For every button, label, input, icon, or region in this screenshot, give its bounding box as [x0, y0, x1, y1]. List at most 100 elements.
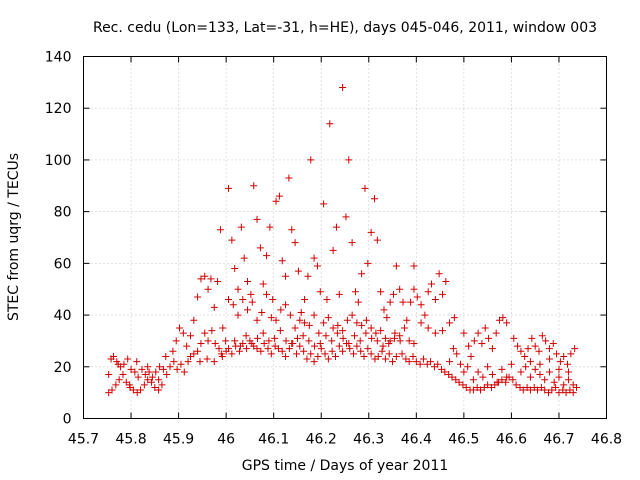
- data-point: [356, 337, 364, 345]
- data-point: [147, 378, 155, 386]
- data-point: [248, 298, 256, 306]
- data-point: [392, 262, 400, 270]
- x-tick-label: 46.3: [353, 432, 384, 448]
- data-point: [419, 355, 427, 363]
- data-point: [455, 378, 463, 386]
- data-point: [127, 365, 135, 373]
- data-point: [374, 352, 382, 360]
- data-point: [460, 329, 468, 337]
- data-point: [215, 345, 223, 353]
- x-tick-label: 46.4: [401, 432, 432, 448]
- data-point: [263, 252, 271, 260]
- data-point: [109, 352, 117, 360]
- data-point: [144, 363, 152, 371]
- data-point: [271, 334, 279, 342]
- data-point: [417, 301, 425, 309]
- data-point: [156, 363, 164, 371]
- data-point: [389, 358, 397, 366]
- data-point: [145, 368, 153, 376]
- data-point: [555, 373, 563, 381]
- data-point: [173, 365, 181, 373]
- data-point: [272, 316, 280, 324]
- data-point: [549, 340, 557, 348]
- data-point: [259, 280, 267, 288]
- data-point: [114, 360, 122, 368]
- data-point: [253, 316, 261, 324]
- data-point: [256, 244, 264, 252]
- data-point: [353, 342, 361, 350]
- data-point: [348, 311, 356, 319]
- data-point: [296, 316, 304, 324]
- data-point: [299, 332, 307, 340]
- data-point: [211, 340, 219, 348]
- data-point: [291, 239, 299, 247]
- data-point: [441, 368, 449, 376]
- data-point: [538, 332, 546, 340]
- data-point: [222, 337, 230, 345]
- data-point: [170, 358, 178, 366]
- data-point: [293, 350, 301, 358]
- y-tick-label: 20: [54, 360, 72, 376]
- data-point: [272, 197, 280, 205]
- data-point: [412, 358, 420, 366]
- data-point: [367, 228, 375, 236]
- data-point: [351, 288, 359, 296]
- data-point: [214, 277, 222, 285]
- data-point: [217, 350, 225, 358]
- plot-frame: [83, 56, 607, 419]
- data-point: [400, 324, 408, 332]
- data-point: [265, 337, 273, 345]
- data-point: [225, 345, 233, 353]
- data-point: [234, 285, 242, 293]
- data-point: [521, 352, 529, 360]
- data-point: [155, 386, 163, 394]
- x-tick-label: 45.8: [115, 432, 146, 448]
- axis-ticks: [83, 56, 607, 419]
- data-point: [457, 360, 465, 368]
- data-point: [244, 306, 252, 314]
- data-point: [324, 314, 332, 322]
- data-point: [339, 334, 347, 342]
- data-point: [552, 383, 560, 391]
- data-point: [409, 352, 417, 360]
- data-point: [389, 290, 397, 298]
- data-point: [545, 355, 553, 363]
- data-point: [560, 381, 568, 389]
- y-tick-label: 100: [45, 153, 72, 169]
- data-point: [138, 365, 146, 373]
- data-point: [448, 373, 456, 381]
- data-point: [438, 290, 446, 298]
- data-point: [526, 373, 534, 381]
- data-point: [571, 345, 579, 353]
- data-point: [542, 337, 550, 345]
- data-point: [362, 316, 370, 324]
- data-point: [407, 298, 415, 306]
- data-point: [368, 334, 376, 342]
- x-tick-label: 46.5: [448, 432, 479, 448]
- data-point: [216, 226, 224, 234]
- data-point: [288, 226, 296, 234]
- data-point: [322, 332, 330, 340]
- data-point: [485, 334, 493, 342]
- data-point: [253, 215, 261, 223]
- data-point: [323, 296, 331, 304]
- data-point: [564, 360, 572, 368]
- data-point: [509, 376, 517, 384]
- data-point: [333, 329, 341, 337]
- data-point: [386, 298, 394, 306]
- data-point: [474, 329, 482, 337]
- data-point: [372, 329, 380, 337]
- y-tick-label: 60: [54, 256, 72, 272]
- data-point: [564, 376, 572, 384]
- data-point: [263, 290, 271, 298]
- data-point: [417, 319, 425, 327]
- data-point: [560, 352, 568, 360]
- data-point: [329, 324, 337, 332]
- data-point: [190, 350, 198, 358]
- data-point: [119, 371, 127, 379]
- data-point: [210, 358, 218, 366]
- data-point: [253, 345, 261, 353]
- data-point: [152, 368, 160, 376]
- data-point: [267, 350, 275, 358]
